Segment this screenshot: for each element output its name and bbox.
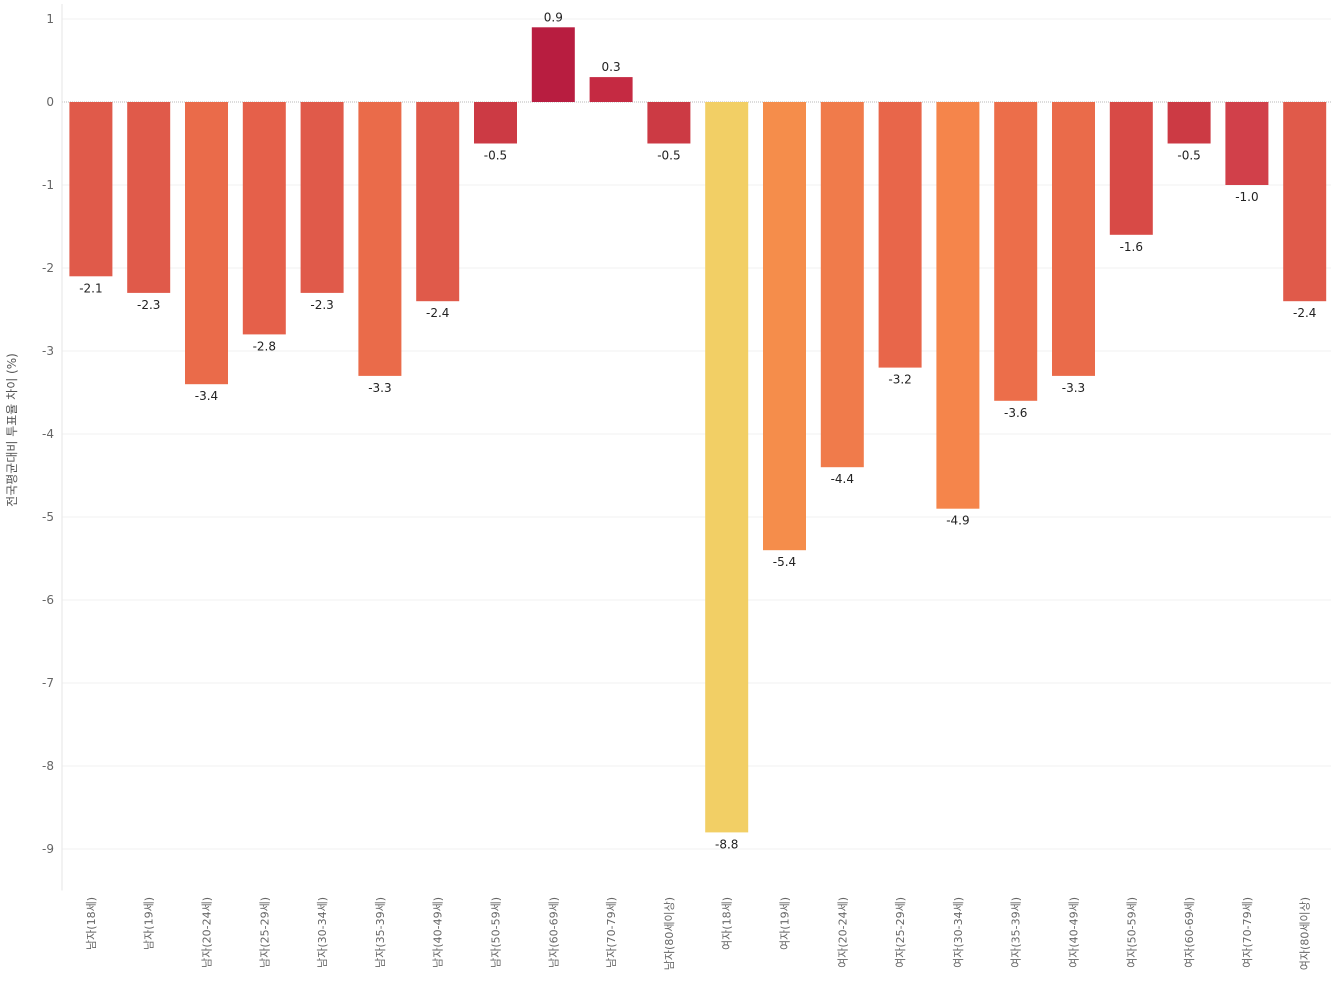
data-label: -0.5 [657,149,680,163]
y-tick-label: -4 [42,427,54,441]
data-label: -3.3 [1062,381,1085,395]
bar [531,27,575,102]
x-tick-label: 여자(60-69세) [1183,897,1196,968]
bar [705,102,749,833]
y-tick-label: -6 [42,593,54,607]
data-label: -3.6 [1004,406,1027,420]
x-tick-label: 남자(80세이상) [663,897,676,970]
data-label: -0.5 [1177,149,1200,163]
x-tick-label: 여자(20-24세) [836,897,849,968]
data-label: -3.2 [888,373,911,387]
x-tick-label: 남자(30-34세) [316,897,329,968]
data-label: -2.3 [310,298,333,312]
data-label: -1.0 [1235,190,1258,204]
data-label: -3.3 [368,381,391,395]
data-label: 0.3 [602,60,621,74]
x-tick-label: 남자(40-49세) [432,897,445,968]
bar [300,102,344,293]
bar [763,102,806,551]
bar [589,77,633,102]
x-tick-label: 남자(25-29세) [258,897,271,968]
x-tick-label: 남자(35-39세) [374,897,387,968]
y-tick-label: -9 [42,842,54,856]
data-label: -3.4 [195,389,218,403]
x-tick-label: 남자(18세) [85,897,98,950]
data-label: -2.4 [1293,306,1316,320]
bar [878,102,922,368]
bar [936,102,980,509]
data-label: -2.4 [426,306,449,320]
bar [1052,102,1095,376]
data-label: 0.9 [544,10,563,24]
bar [1283,102,1327,302]
x-tick-label: 여자(18세) [721,897,734,950]
x-tick-label: 남자(20-24세) [201,897,214,968]
data-label: -4.9 [946,514,969,528]
bar [1225,102,1269,185]
x-tick-label: 여자(19세) [779,897,792,950]
bar [1167,102,1211,144]
y-tick-label: -5 [42,510,54,524]
data-label: -8.8 [715,837,738,851]
x-tick-label: 여자(50-59세) [1125,897,1138,968]
data-label: -5.4 [773,555,796,569]
x-tick-label: 여자(80세이상) [1299,897,1312,970]
bar [127,102,171,293]
x-tick-label: 여자(40-49세) [1068,897,1081,968]
y-tick-label: -3 [42,344,54,358]
y-tick-label: -8 [42,759,54,773]
data-label: -2.1 [79,281,102,295]
x-tick-label: 여자(25-29세) [894,897,907,968]
y-axis-title: 전국평균대비 투표율 차이 (%) [5,353,19,507]
bar [358,102,402,376]
data-labels: -2.1 -2.3 -3.4 -2.8 -2.3 -3.3 -2.4 -0.5 0.9 0.3 -0… [79,10,1316,851]
data-label: -1.6 [1120,240,1143,254]
bar [1109,102,1153,235]
bar [242,102,286,335]
x-tick-label: 여자(35-39세) [1010,897,1023,968]
data-label: -4.4 [831,472,854,486]
x-tick-label: 남자(50-59세) [490,897,503,968]
data-label: -2.3 [137,298,160,312]
y-tick-label: -7 [42,676,54,690]
x-tick-label: 남자(19세) [143,897,156,950]
bar [647,102,691,144]
data-label: -2.8 [253,339,276,353]
x-tick-label: 여자(30-34세) [952,897,965,968]
y-tick-label: -2 [42,261,54,275]
bar [474,102,517,144]
y-tick-label: -1 [42,178,54,192]
bars [69,27,1327,833]
x-axis-labels: 남자(18세) 남자(19세) 남자(20-24세) 남자(25-29세) 남자(30-… [85,897,1312,970]
bar [994,102,1038,401]
y-tick-label: 0 [46,95,54,109]
bar [185,102,228,385]
bar [416,102,460,302]
y-tick-label: 1 [46,12,54,26]
bar [69,102,113,277]
x-tick-label: 남자(60-69세) [547,897,560,968]
x-tick-label: 여자(70-79세) [1241,897,1254,968]
bar [820,102,864,468]
y-axis-ticks: 1 0 -1 -2 -3 -4 -5 -6 -7 -8 -9 [42,12,54,856]
x-tick-label: 남자(70-79세) [605,897,618,968]
data-label: -0.5 [484,149,507,163]
